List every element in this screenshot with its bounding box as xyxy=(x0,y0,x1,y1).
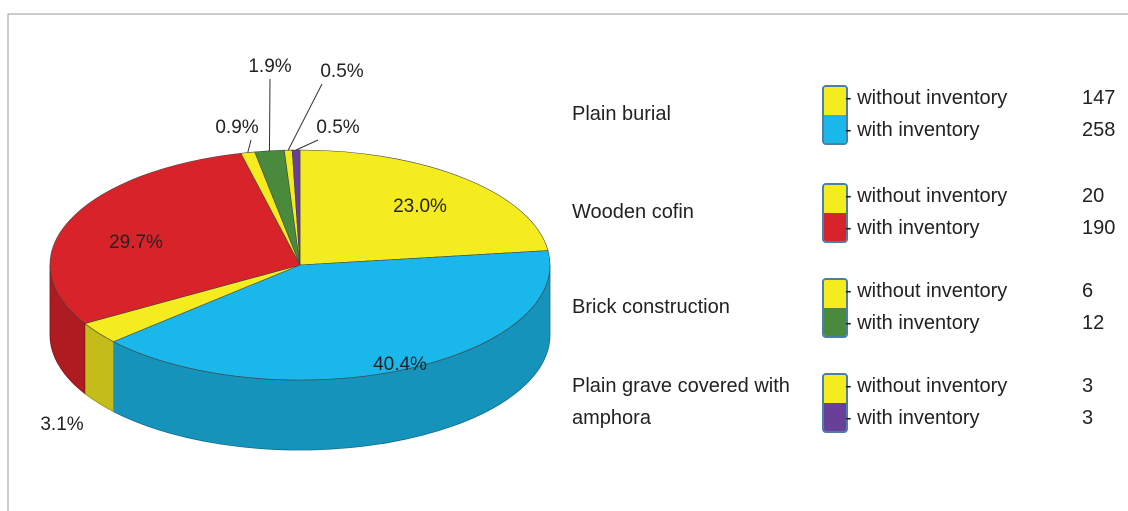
legend-swatch-part xyxy=(824,213,846,241)
data-label: 23.0% xyxy=(393,196,447,217)
legend-swatch xyxy=(822,85,848,145)
legend-group-name: Wooden cofin xyxy=(572,201,694,223)
legend-swatch-part xyxy=(824,115,846,143)
legend-count: 12 xyxy=(1082,312,1105,334)
legend-swatch xyxy=(822,278,848,338)
pie-slice xyxy=(299,149,549,266)
legend-count: 258 xyxy=(1082,119,1116,141)
data-label: 0.5% xyxy=(316,117,359,138)
legend-label: - without inventory xyxy=(845,375,1008,397)
legend-count: 6 xyxy=(1082,280,1094,302)
legend-count: 20 xyxy=(1082,185,1105,207)
legend-label: - with inventory xyxy=(845,312,980,334)
pie-sides xyxy=(49,264,551,451)
data-label: 0.5% xyxy=(320,61,363,82)
legend-swatch xyxy=(822,373,848,433)
legend-label: - without inventory xyxy=(845,87,1008,109)
data-label: 1.9% xyxy=(248,56,291,77)
legend-swatch-part xyxy=(824,185,846,213)
legend-group-name: Brick construction xyxy=(572,296,730,318)
legend-swatch-part xyxy=(824,280,846,308)
legend-count: 3 xyxy=(1082,407,1094,429)
data-label: 29.7% xyxy=(109,232,163,253)
legend-label: - without inventory xyxy=(845,280,1008,302)
legend-swatch-part xyxy=(824,403,846,431)
legend-count: 147 xyxy=(1082,87,1116,109)
legend-count: 3 xyxy=(1082,375,1094,397)
pie-slice xyxy=(291,149,301,266)
legend-label: - with inventory xyxy=(845,217,980,239)
pie-slice xyxy=(112,250,551,381)
leader-line xyxy=(247,139,252,153)
legend-label: - with inventory xyxy=(845,119,980,141)
legend-swatch-part xyxy=(824,308,846,336)
data-label: 0.9% xyxy=(215,117,258,138)
pie-slice xyxy=(49,152,301,324)
legend-swatch-part xyxy=(824,87,846,115)
data-label: 3.1% xyxy=(40,414,83,435)
legend-group-name: Plain grave covered with amphora xyxy=(572,375,790,429)
data-label: 40.4% xyxy=(373,354,427,375)
legend-count: 190 xyxy=(1082,217,1116,239)
pie-tops xyxy=(49,149,551,381)
leader-line xyxy=(287,83,323,151)
legend-group-name: Plain burial xyxy=(572,103,671,125)
leader-line xyxy=(295,139,319,151)
legend-label: - without inventory xyxy=(845,185,1008,207)
leader-line xyxy=(268,78,271,151)
legend-swatch-part xyxy=(824,375,846,403)
legend-swatch xyxy=(822,183,848,243)
frame xyxy=(7,13,1128,511)
legend-label: - with inventory xyxy=(845,407,980,429)
